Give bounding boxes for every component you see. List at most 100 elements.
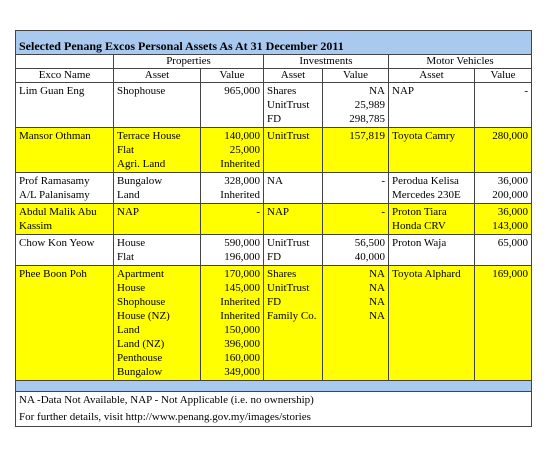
cell: NAP xyxy=(263,203,323,235)
cell: Toyota Camry xyxy=(388,127,475,173)
cell-line: 590,000 xyxy=(224,237,260,249)
cell: NAP xyxy=(388,82,475,128)
cell-line: NA xyxy=(369,85,385,97)
cell-line: Prof Ramasamy xyxy=(19,175,90,187)
cell-line: 36,000 xyxy=(497,175,529,187)
cell-line: Phee Boon Poh xyxy=(19,268,87,280)
cell-line: FD xyxy=(267,296,282,308)
cell-line: Shophouse xyxy=(117,296,166,308)
cell: UnitTrust xyxy=(263,127,323,173)
cell-line: UnitTrust xyxy=(267,99,310,111)
cell: Shares UnitTrust FD Family Co. xyxy=(263,265,323,381)
cell: - xyxy=(473,82,533,128)
cell: 140,000 25,000 Inherited xyxy=(200,127,264,173)
cell: 965,000 xyxy=(200,82,264,128)
cell-line: Terrace House xyxy=(117,130,181,142)
cell-line: Mansor Othman xyxy=(19,130,91,142)
exco-row: Phee Boon Poh Apartment House Shophouse Hous… xyxy=(15,265,533,381)
column-header-row: Exco Name Asset Value Asset Value Asset Value xyxy=(15,68,533,83)
cell-line: Inherited xyxy=(220,296,260,308)
cell-line: Land (NZ) xyxy=(117,338,165,350)
cell-line: 196,000 xyxy=(224,251,260,263)
cell-line: 170,000 xyxy=(224,268,260,280)
cell-line: Toyota Camry xyxy=(392,130,456,142)
cell-line: House (NZ) xyxy=(117,310,170,322)
cell-line: - xyxy=(256,206,260,218)
cell-line: NA xyxy=(267,175,283,187)
cell: Perodua Kelisa Mercedes 230E xyxy=(388,172,475,204)
cell-line: Inherited xyxy=(220,158,260,170)
cell-line: NAP xyxy=(267,206,290,218)
cell: Lim Guan Eng xyxy=(15,82,114,128)
cell: 36,000 200,000 xyxy=(473,172,533,204)
cell-line: Chow Kon Yeow xyxy=(19,237,95,249)
cell: NAP xyxy=(113,203,201,235)
exco-row: Lim Guan Eng Shophouse 965,000 Shares UnitTr… xyxy=(15,82,533,128)
footer-row: NA -Data Not Available, NAP - Not Applic… xyxy=(14,391,533,409)
table-footer: NA -Data Not Available, NAP - Not Applic… xyxy=(14,380,533,427)
cell: NA 25,989 298,785 xyxy=(322,82,389,128)
cell: Abdul Malik Abu Kassim xyxy=(15,203,114,235)
cell: Proton Waja xyxy=(388,234,475,266)
cell-line: Penthouse xyxy=(117,352,163,364)
cell-line: House xyxy=(117,282,146,294)
cell-line: 328,000 xyxy=(224,175,260,187)
separator-row xyxy=(14,380,533,392)
cell-line: 169,000 xyxy=(492,268,529,280)
cell: 36,000 143,000 xyxy=(473,203,533,235)
cell-line: Flat xyxy=(117,144,135,156)
cell-line: 157,819 xyxy=(349,130,385,142)
cell-line: Inherited xyxy=(220,189,260,201)
cell-line: UnitTrust xyxy=(267,130,310,142)
cell-line: NA xyxy=(369,268,385,280)
group-header-row: Properties Investments Motor Vehicles xyxy=(15,54,533,69)
cell-line: Mercedes 230E xyxy=(392,189,461,201)
cell-line: NA xyxy=(369,282,385,294)
cell: Shophouse xyxy=(113,82,201,128)
cell-line: 25,989 xyxy=(354,99,385,111)
cell-line: - xyxy=(524,85,529,97)
column-header: Asset xyxy=(113,68,201,83)
cell-line: 160,000 xyxy=(224,352,260,364)
table-title: Selected Penang Excos Personal Assets As… xyxy=(14,30,533,55)
cell-line: 965,000 xyxy=(224,85,260,97)
column-header: Exco Name xyxy=(15,68,114,83)
group-header: Motor Vehicles xyxy=(387,54,533,69)
cell-line: Lim Guan Eng xyxy=(19,85,85,97)
cell-line: NA xyxy=(369,310,385,322)
cell: Chow Kon Yeow xyxy=(15,234,114,266)
cell: 65,000 xyxy=(473,234,533,266)
cell-line: 200,000 xyxy=(492,189,529,201)
cell: 157,819 xyxy=(322,127,389,173)
group-header: Investments xyxy=(263,54,389,69)
cell-line: - xyxy=(381,206,385,218)
exco-row: Mansor Othman Terrace House Flat Agri. Land… xyxy=(15,127,533,173)
cell-line: Land xyxy=(117,189,140,201)
cell-line: 145,000 xyxy=(224,282,260,294)
assets-table: Selected Penang Excos Personal Assets As… xyxy=(14,30,533,427)
cell-line: NAP xyxy=(392,85,415,97)
cell: 328,000 Inherited xyxy=(200,172,264,204)
cell: 169,000 xyxy=(473,265,533,381)
cell: UnitTrust FD xyxy=(263,234,323,266)
cell-line: A/L Palanisamy xyxy=(19,189,90,201)
cell-line: NA xyxy=(369,296,385,308)
cell: House Flat xyxy=(113,234,201,266)
cell-line: Toyota Alphard xyxy=(392,268,461,280)
cell-line: Kassim xyxy=(19,220,52,232)
cell-line: Flat xyxy=(117,251,135,263)
cell-line: Perodua Kelisa xyxy=(392,175,459,187)
cell: 56,500 40,000 xyxy=(322,234,389,266)
cell-line: Bungalow xyxy=(117,175,163,187)
cell-line: UnitTrust xyxy=(267,282,310,294)
cell-line: UnitTrust xyxy=(267,237,310,249)
cell-line: Land xyxy=(117,324,140,336)
cell: Mansor Othman xyxy=(15,127,114,173)
cell: Shares UnitTrust FD xyxy=(263,82,323,128)
cell-line: Shophouse xyxy=(117,85,166,97)
footer-note: For further details, visit http://www.pe… xyxy=(14,409,533,427)
cell-line: 298,785 xyxy=(349,113,385,125)
cell-line: 25,000 xyxy=(229,144,260,156)
cell-line: 40,000 xyxy=(354,251,385,263)
